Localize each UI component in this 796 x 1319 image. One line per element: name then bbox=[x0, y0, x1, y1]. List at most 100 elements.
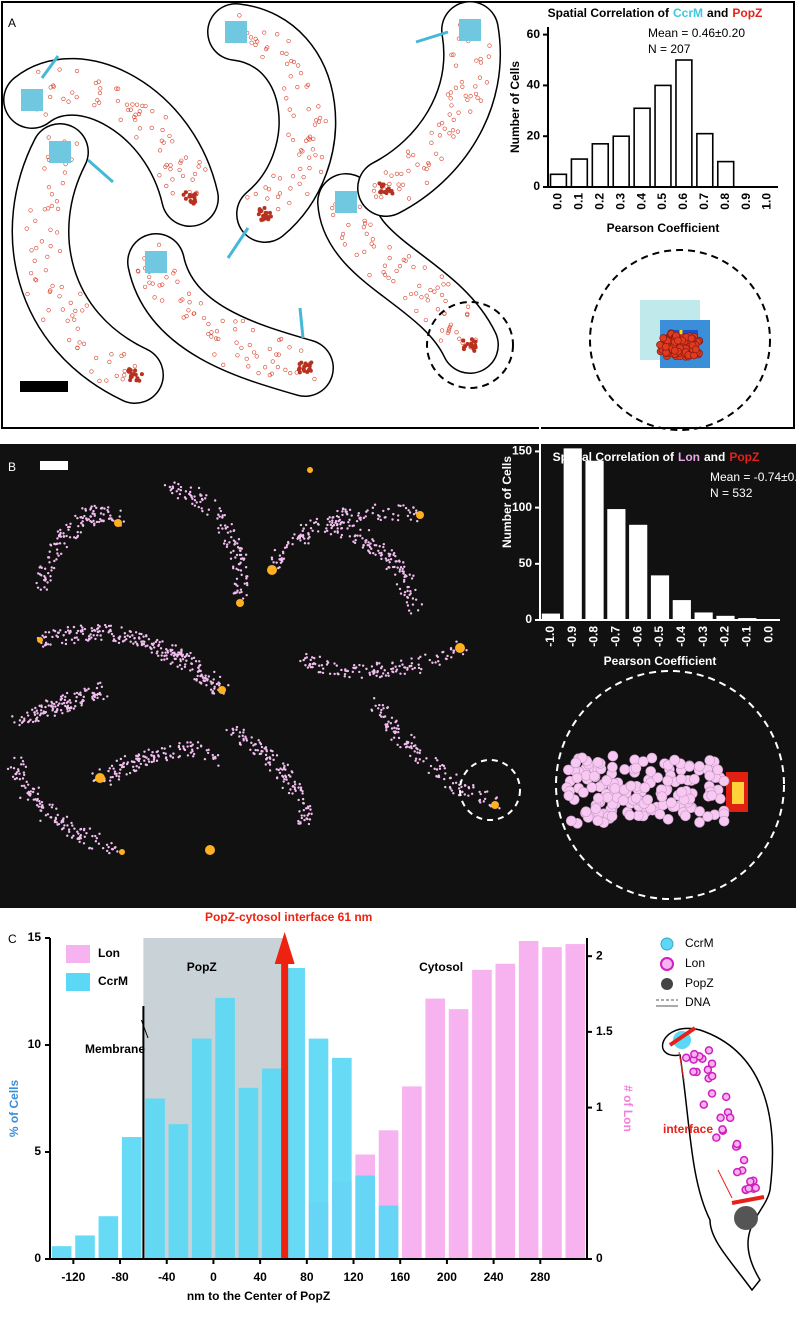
localization bbox=[302, 527, 305, 530]
localization bbox=[66, 710, 69, 713]
localization bbox=[450, 128, 456, 133]
localization bbox=[131, 765, 135, 769]
localization bbox=[625, 780, 637, 792]
localization bbox=[46, 571, 50, 575]
localization bbox=[49, 643, 52, 646]
localization bbox=[250, 741, 253, 745]
localization bbox=[213, 336, 219, 341]
localization bbox=[439, 292, 445, 298]
y-axis-label: Number of Cells bbox=[508, 61, 522, 153]
localization bbox=[154, 640, 158, 644]
localization bbox=[344, 668, 347, 671]
localization bbox=[234, 340, 239, 345]
x-tick-label: 1.0 bbox=[760, 193, 774, 210]
localization bbox=[134, 640, 137, 644]
localization bbox=[314, 520, 318, 524]
y2-tick-label: 1.5 bbox=[596, 1024, 613, 1038]
localization bbox=[265, 750, 269, 753]
localization bbox=[344, 510, 347, 513]
localization bbox=[364, 515, 367, 518]
localization bbox=[45, 588, 49, 591]
localization bbox=[304, 523, 308, 527]
localization bbox=[253, 42, 258, 47]
localization bbox=[279, 336, 284, 342]
ccrm-focus bbox=[225, 21, 247, 43]
localization bbox=[95, 520, 99, 524]
localization bbox=[79, 531, 83, 534]
localization bbox=[435, 285, 440, 290]
localization bbox=[39, 239, 44, 244]
localization bbox=[98, 832, 101, 836]
localization bbox=[309, 808, 312, 811]
localization bbox=[100, 519, 103, 523]
localization bbox=[271, 173, 276, 178]
localization bbox=[306, 805, 310, 808]
localization bbox=[396, 724, 400, 727]
localization bbox=[61, 96, 66, 101]
localization bbox=[380, 551, 383, 555]
localization bbox=[265, 196, 270, 201]
localization bbox=[449, 646, 453, 650]
localization bbox=[217, 764, 220, 767]
localization bbox=[157, 148, 163, 153]
localization bbox=[478, 790, 481, 794]
localization bbox=[396, 182, 401, 187]
localization bbox=[239, 569, 243, 572]
localization bbox=[379, 711, 383, 714]
localization bbox=[563, 764, 574, 776]
localization bbox=[411, 597, 415, 600]
localization bbox=[299, 523, 303, 527]
localization bbox=[213, 499, 217, 502]
localization bbox=[245, 577, 248, 580]
localization bbox=[48, 227, 53, 232]
localization bbox=[156, 638, 159, 642]
localization bbox=[93, 514, 96, 517]
localization bbox=[402, 580, 406, 583]
localization bbox=[79, 630, 83, 633]
localization bbox=[369, 542, 372, 545]
localization bbox=[67, 338, 72, 343]
localization bbox=[79, 834, 83, 837]
localization bbox=[339, 536, 343, 539]
localization bbox=[110, 841, 113, 845]
localization bbox=[432, 289, 437, 294]
localization bbox=[53, 714, 57, 717]
localization bbox=[195, 501, 198, 504]
localization bbox=[437, 660, 440, 663]
localization bbox=[405, 740, 409, 744]
localization bbox=[15, 777, 18, 780]
popz-cluster bbox=[379, 182, 384, 187]
localization bbox=[449, 787, 452, 790]
localization bbox=[95, 506, 98, 510]
localization bbox=[403, 672, 407, 676]
localization bbox=[279, 767, 282, 770]
localization bbox=[718, 775, 730, 787]
localization bbox=[229, 557, 233, 560]
x-tick-label: -80 bbox=[111, 1270, 129, 1284]
localization bbox=[175, 490, 178, 493]
localization bbox=[397, 727, 400, 731]
localization bbox=[442, 764, 446, 768]
localization bbox=[311, 529, 314, 532]
localization bbox=[235, 577, 239, 580]
localization bbox=[449, 776, 452, 780]
localization bbox=[34, 720, 37, 723]
localization bbox=[75, 695, 78, 699]
localization bbox=[367, 549, 370, 552]
localization bbox=[299, 348, 304, 353]
localization bbox=[351, 670, 355, 674]
localization bbox=[33, 218, 38, 223]
x-tick-label: -0.6 bbox=[630, 626, 644, 647]
localization bbox=[391, 565, 395, 569]
localization bbox=[197, 160, 202, 165]
localization bbox=[87, 518, 90, 521]
localization bbox=[186, 308, 191, 313]
localization bbox=[23, 717, 26, 720]
localization bbox=[142, 284, 148, 290]
localization bbox=[51, 84, 56, 89]
localization bbox=[249, 40, 254, 45]
localization bbox=[254, 742, 257, 746]
localization bbox=[36, 69, 41, 74]
localization bbox=[451, 117, 456, 123]
localization bbox=[66, 834, 69, 837]
